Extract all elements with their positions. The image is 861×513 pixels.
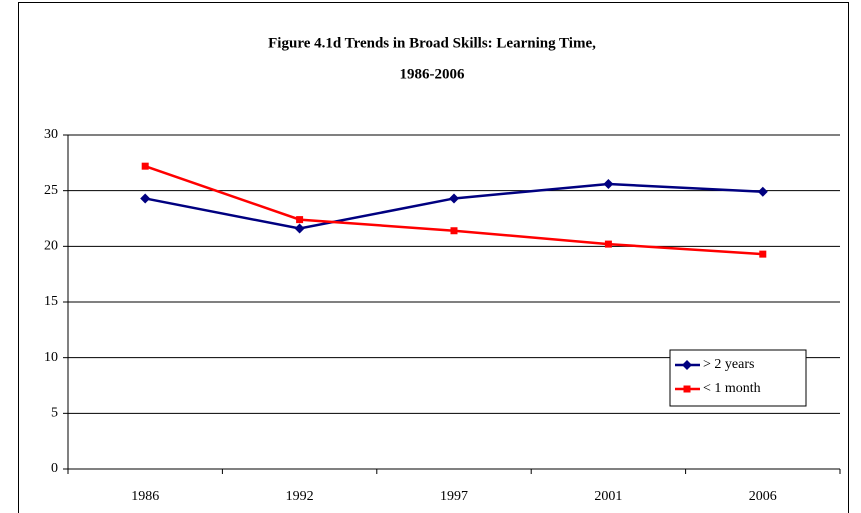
marker <box>140 193 151 204</box>
legend-box <box>669 349 807 407</box>
marker <box>759 250 767 258</box>
marker <box>294 223 305 234</box>
chart-frame <box>18 2 849 513</box>
legend-label: > 2 years <box>703 357 754 372</box>
chart-title: Figure 4.1d Trends in Broad Skills: Lear… <box>268 35 596 51</box>
marker <box>683 385 691 393</box>
marker <box>449 193 459 204</box>
marker <box>757 186 768 197</box>
y-tick-label: 10 <box>44 350 58 365</box>
x-tick-label: 2001 <box>594 489 622 504</box>
y-tick-label: 30 <box>44 127 58 142</box>
marker <box>604 240 612 248</box>
x-tick-label: 2006 <box>749 489 777 504</box>
marker <box>141 162 149 170</box>
y-tick-label: 20 <box>44 239 58 254</box>
y-tick-label: 25 <box>44 183 58 198</box>
y-tick-label: 15 <box>44 294 58 309</box>
marker <box>296 216 304 224</box>
legend-label: < 1 month <box>703 381 761 396</box>
y-tick-label: 0 <box>51 461 58 476</box>
x-tick-label: 1997 <box>440 489 468 504</box>
x-tick-label: 1986 <box>131 489 159 504</box>
marker <box>603 178 614 189</box>
chart-title: 1986-2006 <box>400 66 465 82</box>
y-tick-label: 5 <box>51 406 58 421</box>
marker <box>682 360 692 370</box>
marker <box>450 227 458 235</box>
x-tick-label: 1992 <box>286 489 314 504</box>
